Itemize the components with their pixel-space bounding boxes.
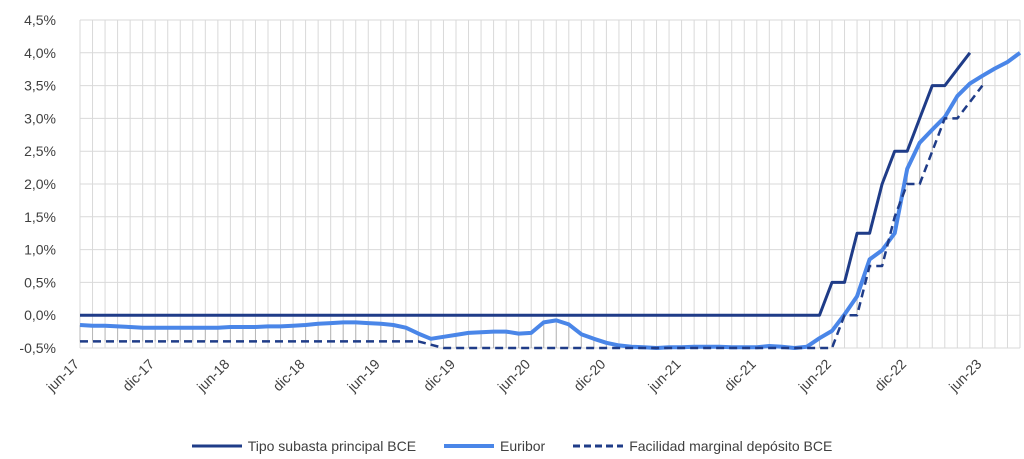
legend-swatch-dashed	[573, 444, 624, 448]
series-lines	[79, 51, 1022, 350]
legend-item-facilidad: Facilidad marginal depósito BCE	[573, 438, 832, 454]
y-tick-label: 3,0%	[24, 110, 56, 126]
x-tick-label: dic-17	[119, 356, 157, 394]
series-line-2	[80, 84, 984, 350]
y-tick-label: 2,5%	[24, 143, 56, 159]
x-tick-label: dic-18	[269, 356, 307, 394]
y-tick-label: 1,5%	[24, 209, 56, 225]
x-tick-label: jun-21	[644, 356, 684, 396]
legend-swatch-solid-light	[444, 444, 495, 448]
y-tick-label: 3,5%	[24, 78, 56, 94]
x-axis: jun-17 dic-17 jun-18 dic-18 jun-19 dic-19 jun-…	[43, 356, 985, 396]
legend: Tipo subasta principal BCE Euribor Facil…	[0, 436, 1024, 456]
legend-label: Euribor	[500, 438, 546, 454]
y-tick-label: -0,5%	[19, 340, 56, 356]
x-tick-label: dic-19	[420, 356, 458, 394]
legend-label: Facilidad marginal depósito BCE	[629, 438, 833, 454]
gridlines	[79, 19, 1021, 349]
y-tick-label: 0,0%	[24, 307, 56, 323]
x-tick-label: dic-20	[570, 356, 608, 394]
y-tick-label: 1,0%	[24, 242, 56, 258]
y-tick-label: 4,5%	[24, 12, 56, 28]
legend-swatch-solid-dark	[191, 444, 242, 448]
x-tick-label: jun-20	[494, 356, 534, 396]
x-tick-label: jun-18	[193, 356, 233, 396]
x-tick-label: jun-17	[43, 356, 83, 396]
x-tick-label: jun-19	[343, 356, 383, 396]
y-tick-label: 4,0%	[24, 45, 56, 61]
series-line-0	[80, 51, 972, 317]
x-tick-label: dic-21	[721, 356, 759, 394]
x-tick-label: dic-22	[871, 356, 909, 394]
y-axis: -0,5% 0,0% 0,5% 1,0% 1,5% 2,0% 2,5% 3,0% 3,5% 4,0…	[19, 12, 56, 356]
y-tick-label: 0,5%	[24, 274, 56, 290]
legend-item-tipo-subasta: Tipo subasta principal BCE	[191, 438, 417, 454]
legend-item-euribor: Euribor	[444, 438, 545, 454]
y-tick-label: 2,0%	[24, 176, 56, 192]
series-line-1	[79, 51, 1022, 350]
x-tick-label: jun-23	[945, 356, 985, 396]
x-tick-label: jun-22	[795, 356, 835, 396]
legend-label: Tipo subasta principal BCE	[247, 438, 417, 454]
